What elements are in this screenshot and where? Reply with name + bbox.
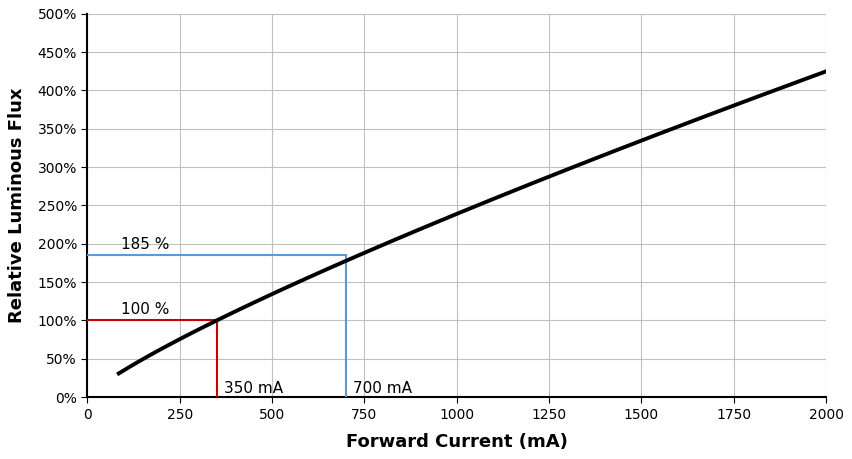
X-axis label: Forward Current (mA): Forward Current (mA)	[346, 433, 567, 451]
Y-axis label: Relative Luminous Flux: Relative Luminous Flux	[9, 88, 26, 323]
Text: 350 mA: 350 mA	[224, 381, 283, 396]
Text: 185 %: 185 %	[121, 237, 169, 252]
Text: 100 %: 100 %	[121, 302, 169, 317]
Text: 700 mA: 700 mA	[354, 381, 412, 396]
